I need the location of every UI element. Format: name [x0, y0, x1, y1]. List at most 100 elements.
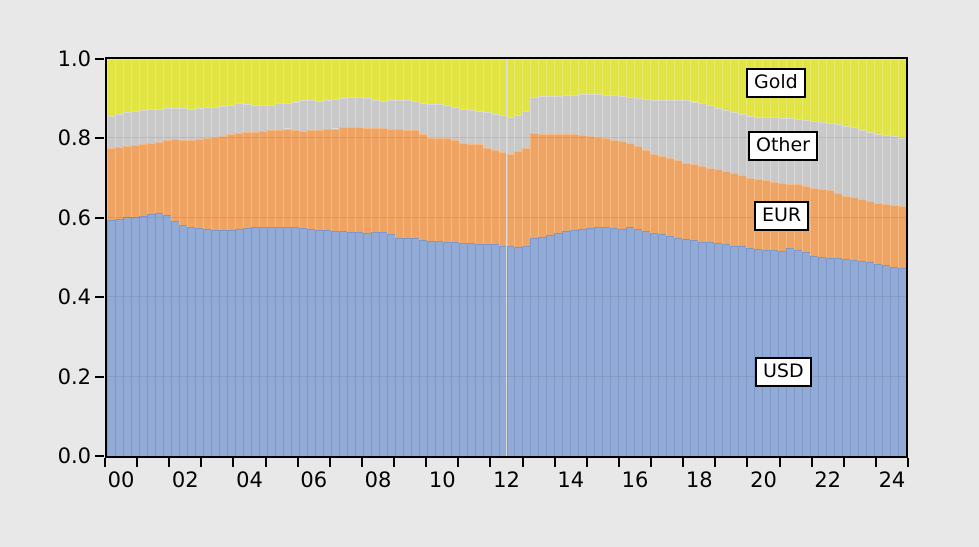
bar-segment-gold — [690, 59, 699, 102]
bar-segment-eur — [346, 126, 355, 232]
bar-segment-usd — [802, 252, 811, 456]
bar-segment-eur — [842, 195, 851, 260]
bar-segment-gold — [426, 59, 435, 105]
bar-segment-other — [178, 108, 187, 140]
bar-segment-gold — [722, 59, 731, 110]
bar-segment-eur — [410, 130, 419, 239]
y-tick — [95, 455, 104, 457]
bar-segment-eur — [314, 129, 323, 230]
bar-segment-eur — [210, 137, 219, 230]
bar-segment-other — [666, 99, 675, 159]
bar-segment-gold — [258, 59, 267, 105]
x-tick — [650, 458, 653, 467]
bar-segment-eur — [474, 144, 483, 244]
bar-segment-usd — [546, 235, 555, 456]
bar-segment-eur — [634, 145, 643, 230]
bar-segment-usd — [850, 259, 859, 456]
bar-segment-gold — [450, 59, 459, 107]
bar-segment-usd — [738, 246, 747, 456]
bar-segment-gold — [882, 59, 890, 136]
bar-segment-usd — [378, 231, 387, 456]
x-tick-label: 14 — [557, 468, 585, 492]
x-tick — [457, 458, 460, 467]
bar-segment-other — [218, 105, 227, 137]
bar-segment-gold — [586, 59, 595, 95]
bar-segment-gold — [298, 59, 307, 100]
bar-segment-usd — [602, 226, 611, 456]
bar-segment-gold — [194, 59, 203, 108]
bar-segment-eur — [466, 143, 475, 244]
bar-segment-usd — [562, 231, 571, 456]
bar-segment-other — [658, 99, 667, 157]
x-tick — [296, 458, 299, 467]
bar-segment-usd — [642, 231, 651, 456]
y-tick-label: 0.8 — [57, 126, 91, 151]
bar-segment-other — [290, 101, 299, 130]
bar-segment-other — [874, 134, 883, 203]
annotation-gold: Gold — [746, 68, 806, 98]
bar-segment-gold — [322, 59, 331, 100]
bar-segment-other — [226, 104, 235, 135]
bar-segment-usd — [154, 213, 163, 456]
bar-segment-usd — [410, 238, 419, 456]
bar-segment-gold — [122, 59, 131, 113]
bar-segment-usd — [618, 228, 627, 456]
bar-segment-eur — [882, 203, 890, 266]
bar-segment-gold — [138, 59, 147, 110]
bar-segment-usd — [658, 234, 667, 456]
bar-segment-usd — [274, 226, 283, 456]
bar-segment-usd — [610, 227, 619, 456]
bar-segment-eur — [698, 166, 707, 242]
bar-segment-gold — [362, 59, 371, 98]
x-tick-label: 00 — [107, 468, 135, 492]
bar-segment-usd — [858, 260, 867, 456]
bar-segment-eur — [370, 128, 379, 233]
bar-segment-other — [250, 104, 259, 133]
bar-segment-gold — [554, 59, 563, 96]
bar-segment-usd — [834, 258, 843, 456]
bar-segment-eur — [506, 153, 515, 247]
bar-segment-other — [442, 104, 451, 139]
bar-segment-eur — [610, 139, 619, 228]
bar-segment-eur — [242, 132, 251, 229]
bar-segment-other — [162, 108, 171, 141]
bar-segment-other — [282, 102, 291, 129]
bar-segment-other — [842, 126, 851, 196]
bar-segment-usd — [282, 226, 291, 456]
bar-segment-usd — [458, 242, 467, 456]
bar-segment-usd — [794, 249, 803, 456]
bar-segment-usd — [258, 226, 267, 456]
x-tick-label: 12 — [493, 468, 520, 492]
y-tick-label: 1.0 — [57, 47, 91, 71]
bar-segment-other — [562, 95, 571, 135]
bar-segment-eur — [674, 160, 683, 238]
bar-segment-usd — [466, 243, 475, 456]
bar-segment-gold — [530, 59, 539, 97]
bar-segment-eur — [602, 138, 611, 227]
bar-segment-eur — [578, 134, 587, 229]
bar-segment-usd — [386, 234, 395, 456]
bar-segment-other — [258, 104, 267, 132]
bar-segment-eur — [482, 147, 491, 245]
bar-segment-gold — [330, 59, 339, 99]
bar-segment-other — [602, 94, 611, 139]
bar-segment-gold — [546, 59, 555, 97]
bar-segment-usd — [554, 232, 563, 456]
bar-segment-eur — [426, 137, 435, 241]
bar-segment-gold — [290, 59, 299, 102]
bar-segment-gold — [242, 59, 251, 104]
bar-segment-usd — [186, 227, 195, 456]
bar-segment-eur — [514, 151, 523, 247]
bar-segment-gold — [714, 59, 723, 108]
bar-segment-usd — [682, 239, 691, 456]
bar-segment-eur — [146, 143, 155, 215]
bar-segment-other — [194, 107, 203, 140]
bar-segment-usd — [786, 247, 795, 456]
bar-segment-gold — [842, 59, 851, 127]
bar-segment-eur — [306, 130, 315, 229]
bar-segment-eur — [826, 190, 835, 258]
bar-segment-usd — [114, 218, 123, 456]
bar-segment-eur — [618, 141, 627, 229]
bar-segment-eur — [130, 145, 139, 217]
x-tick — [168, 458, 171, 467]
